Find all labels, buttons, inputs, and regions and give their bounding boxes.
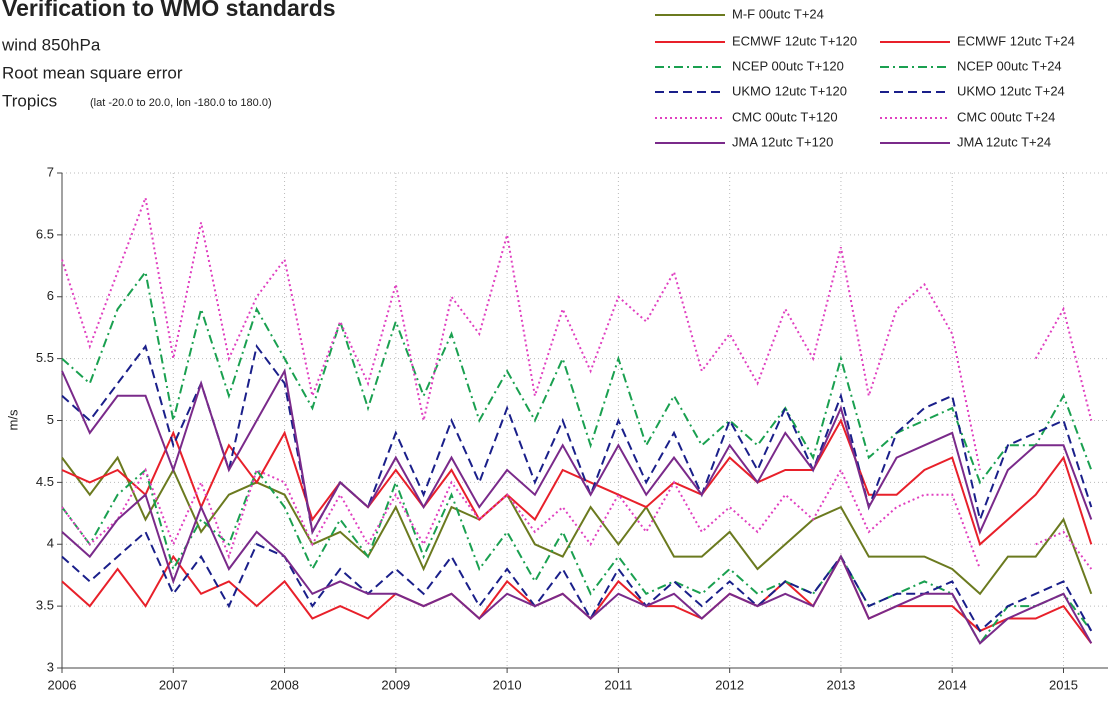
legend-label: ECMWF 12utc T+120	[732, 33, 857, 48]
x-tick-label: 2006	[48, 677, 77, 692]
series-line	[61, 269, 1093, 485]
series-line	[61, 368, 1093, 535]
series-line	[61, 530, 1093, 633]
region-note: (lat -20.0 to 20.0, lon -180.0 to 180.0)	[90, 97, 272, 109]
chart-subtitle: Root mean square error	[2, 63, 183, 82]
legend-label: M-F 00utc T+24	[732, 6, 824, 21]
legend-label: UKMO 12utc T+120	[732, 83, 847, 98]
legend-label: JMA 12utc T+24	[957, 134, 1051, 149]
legend-label: NCEP 00utc T+120	[732, 58, 844, 73]
series-line	[61, 467, 1093, 646]
series-line	[61, 554, 1093, 644]
legend-label: UKMO 12utc T+24	[957, 83, 1065, 98]
y-tick-label: 3	[47, 659, 54, 674]
y-tick-label: 5.5	[36, 350, 54, 365]
y-tick-label: 3.5	[36, 598, 54, 613]
y-tick-label: 7	[47, 164, 54, 179]
y-tick-label: 5	[47, 412, 54, 427]
x-tick-label: 2012	[715, 677, 744, 692]
legend-label: CMC 00utc T+24	[957, 109, 1055, 124]
x-tick-label: 2014	[938, 677, 967, 692]
chart-title: Verification to WMO standards	[2, 0, 336, 21]
series-line	[61, 492, 1093, 645]
series-line	[61, 194, 981, 471]
chart-subtitle: wind 850hPa	[1, 35, 101, 54]
legend-label: CMC 00utc T+120	[732, 109, 838, 124]
y-tick-label: 6	[47, 288, 54, 303]
x-tick-label: 2007	[159, 677, 188, 692]
series-line	[61, 343, 1093, 535]
region: Tropics	[2, 91, 57, 110]
x-tick-label: 2015	[1049, 677, 1078, 692]
y-tick-label: 4	[47, 536, 54, 551]
x-tick-label: 2010	[493, 677, 522, 692]
series-line	[1034, 306, 1093, 421]
y-tick-label: 6.5	[36, 226, 54, 241]
legend-label: ECMWF 12utc T+24	[957, 33, 1075, 48]
legend-label: NCEP 00utc T+24	[957, 58, 1062, 73]
y-tick-label: 4.5	[36, 474, 54, 489]
x-tick-label: 2009	[381, 677, 410, 692]
series-line	[1035, 530, 1093, 570]
x-tick-label: 2011	[604, 677, 632, 692]
x-tick-label: 2013	[826, 677, 855, 692]
y-axis-label: m/s	[5, 409, 20, 430]
x-tick-label: 2008	[270, 677, 299, 692]
legend-label: JMA 12utc T+120	[732, 134, 833, 149]
series-line	[61, 455, 1093, 596]
